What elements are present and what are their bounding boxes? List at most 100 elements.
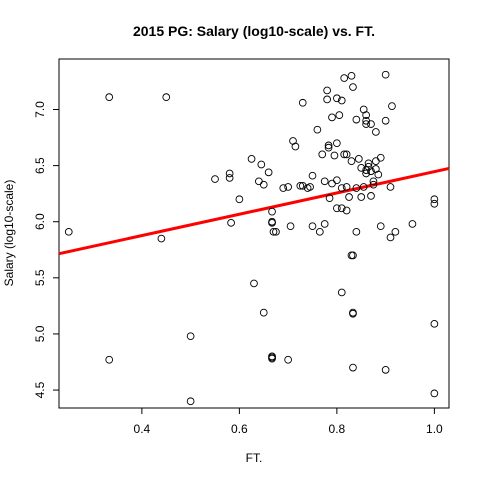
data-point [284,355,292,364]
data-point [354,155,363,163]
data-point [337,96,346,105]
data-point [225,169,234,178]
data-point [347,157,356,165]
data-point [227,218,235,227]
data-point [374,170,383,179]
data-point [259,308,268,317]
data-point [308,222,317,231]
data-point [381,116,390,125]
data-point [315,227,324,236]
data-point [333,94,341,103]
data-point [340,74,349,82]
data-point [186,332,195,341]
data-point [323,95,331,104]
y-axis-label: Salary (log10-scale) [2,180,16,287]
data-point [430,389,439,398]
data-point [367,192,375,200]
y-tick-label: 6.0 [33,213,47,230]
data-point [430,319,439,328]
data-point [255,177,263,186]
data-point [372,157,380,165]
data-point [268,354,276,363]
data-point [369,177,378,186]
data-point [386,183,395,191]
data-point [345,193,353,201]
data-point [268,207,276,216]
x-tick-label: 0.8 [329,422,346,436]
data-point [369,180,378,189]
data-point [381,70,390,79]
data-point [352,227,361,236]
data-point [259,180,268,189]
data-point [342,183,351,191]
data-point [225,174,234,182]
data-point [286,222,295,231]
data-point [372,128,380,136]
x-axis: 0.4 0.6 0.8 1.0 [134,408,443,436]
data-point [430,195,439,204]
data-point [340,150,349,159]
data-point [362,111,370,119]
data-point [337,184,346,192]
data-point [324,143,333,152]
y-tick-label: 7.0 [33,101,47,118]
data-point [408,220,417,228]
data-point [320,177,329,186]
data-point [352,115,361,124]
data-point [186,397,195,406]
data-point [291,142,300,151]
chart-title: 2015 PG: Salary (log10-scale) vs. FT. [133,23,375,39]
data-point [328,179,336,188]
data-point [308,171,317,180]
data-point [364,159,373,168]
data-point [333,176,341,185]
data-point [349,309,357,318]
plot-frame [58,58,450,409]
data-point [105,355,114,364]
y-tick-label: 4.5 [33,381,47,398]
data-point [388,102,396,110]
y-tick-label: 5.0 [33,325,47,342]
data-point [349,251,357,260]
data-point [349,363,357,372]
data-point [362,169,370,178]
data-point [328,113,336,122]
data-point [367,120,375,128]
data-point [323,86,331,95]
data-point [235,195,244,204]
data-point [391,227,400,236]
data-point [386,233,395,242]
data-point [324,141,333,150]
data-point [105,93,114,102]
data-point [279,184,288,192]
data-point [347,71,356,80]
regression-line [58,166,450,256]
data-point [337,204,346,213]
data-point [367,167,375,176]
data-point [211,175,219,183]
data-point [357,164,366,172]
data-point [157,234,166,243]
x-axis-label: FT. [246,451,263,465]
data-point [362,120,370,128]
data-point [337,288,346,297]
y-axis: 4.5 5.0 5.5 6.0 6.5 7.0 [33,101,59,398]
data-point [357,193,366,201]
data-point [257,160,266,169]
data-point [298,181,307,190]
data-point [320,220,329,228]
y-tick-label: 5.5 [33,269,47,286]
data-point [268,218,276,227]
data-point [250,279,258,288]
data-point [269,227,278,236]
data-point [296,181,305,190]
x-tick-label: 0.6 [231,422,248,436]
data-point [247,155,256,163]
data-point [325,194,334,203]
y-tick-label: 6.5 [33,157,47,174]
data-point [352,184,361,192]
data-point [342,206,351,215]
data-point [330,151,339,160]
data-point [318,150,327,159]
